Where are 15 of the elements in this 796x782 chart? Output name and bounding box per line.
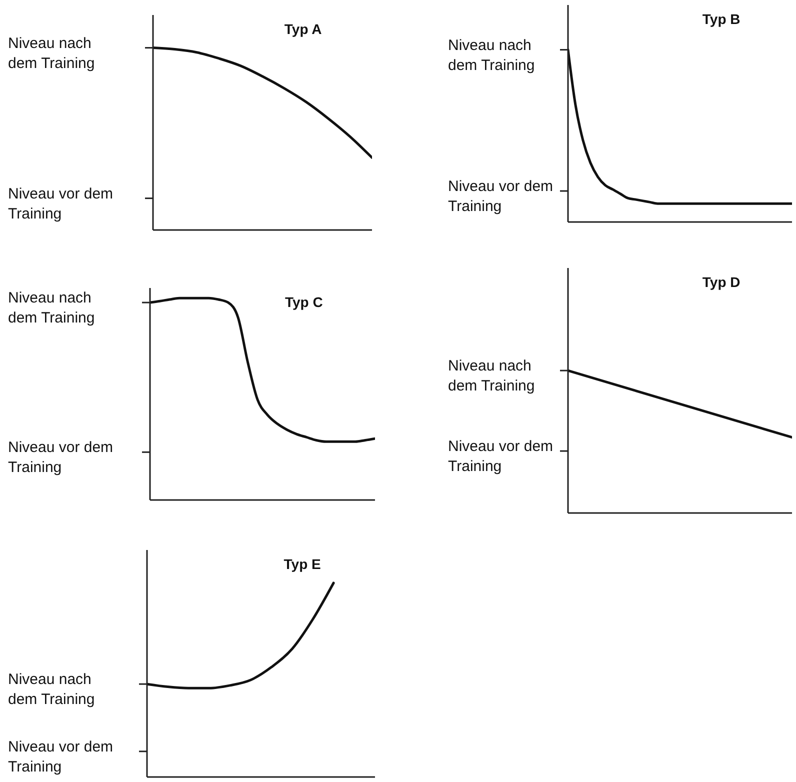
text: Niveau nach dem Training: [8, 290, 95, 327]
text: Niveau vor dem Training: [8, 185, 114, 222]
annotation: Niveau vor dem Training: [448, 438, 554, 476]
chart-title: Typ C: [285, 294, 323, 310]
text: Niveau vor dem Training: [8, 738, 114, 776]
chart-title: Typ E: [284, 556, 321, 572]
text: Niveau vor dem Training: [448, 178, 554, 215]
chart-title: Typ A: [284, 21, 322, 37]
text: Niveau nach dem Training: [448, 36, 535, 74]
text: Niveau vor dem Training: [8, 439, 114, 476]
chart-title: Typ B: [702, 11, 740, 27]
chart-title: Typ D: [702, 274, 740, 290]
annotation: Niveau nach dem Training: [448, 358, 535, 395]
text: Niveau nach dem Training: [8, 34, 95, 72]
text: Niveau nach dem Training: [8, 671, 95, 708]
